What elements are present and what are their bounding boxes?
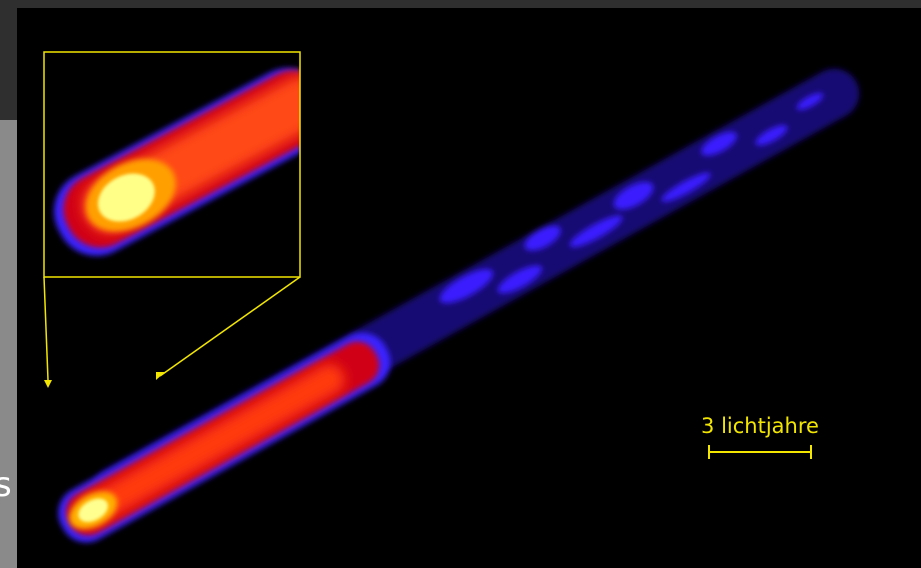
screenshot: s: [0, 0, 921, 568]
jet-image: [17, 8, 921, 568]
slide-text-fragment: s: [0, 465, 12, 505]
scale-label: 3 lichtjahre: [701, 414, 819, 438]
